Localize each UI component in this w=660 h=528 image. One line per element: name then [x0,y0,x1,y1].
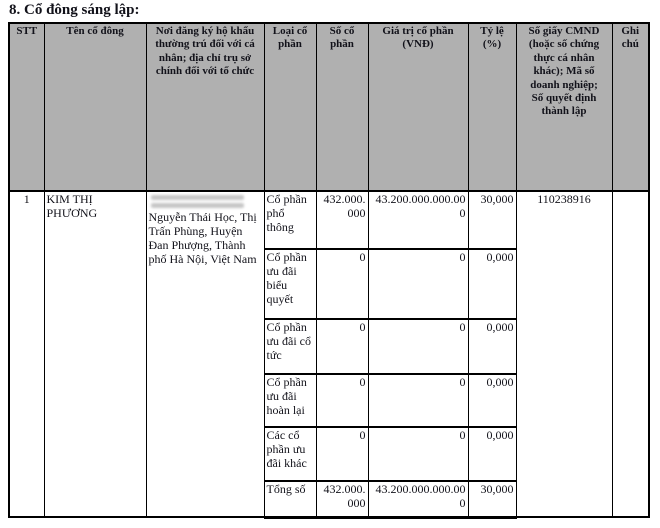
cell-stt: 1 [8,190,45,518]
col-header-address: Nơi đăng ký hộ khẩu thường trú đối với c… [145,22,265,192]
redaction-bar [150,195,244,200]
cell-share-value: 43.200.000.000.000 [367,190,469,250]
table-row: Cổ phần ưu đãi biểu quyết 0 0 0,000 [9,248,649,320]
cell-id-number: 110238916 [515,190,613,518]
cell-share-type: Các cổ phần ưu đãi khác [263,426,317,482]
table-row-total: Tổng số 432.000.000 43.200.000.000.000 3… [9,480,649,519]
address-text: Nguyễn Thái Học, Thị Trấn Phùng, Huyện Đ… [148,210,257,266]
col-header-note: Ghi chú [611,22,650,192]
founding-shareholders-table: STT Tên cổ đông Nơi đăng ký hộ khẩu thườ… [8,22,650,519]
cell-share-type: Cổ phần ưu đãi cổ tức [263,318,317,375]
cell-share-type-total: Tổng số [263,480,317,519]
cell-share-type: Cổ phần ưu đãi biểu quyết [263,248,317,320]
cell-share-count: 0 [315,373,369,428]
redaction-bar [150,203,244,208]
cell-ratio: 30,000 [467,190,517,250]
cell-address: Nguyễn Thái Học, Thị Trấn Phùng, Huyện Đ… [145,190,265,518]
cell-note [611,190,650,518]
cell-ratio: 0,000 [467,373,517,428]
table-row: Cổ phần ưu đãi hoàn lại 0 0 0,000 [9,373,649,428]
cell-share-count-total: 432.000.000 [315,480,369,519]
cell-ratio: 0,000 [467,426,517,482]
cell-ratio-total: 30,000 [467,480,517,519]
cell-share-value: 0 [367,373,469,428]
cell-share-count: 0 [315,318,369,375]
header-row: STT Tên cổ đông Nơi đăng ký hộ khẩu thườ… [8,22,650,192]
cell-share-count: 432.000.000 [315,190,369,250]
cell-shareholder-name: KIM THỊ PHƯƠNG [43,190,147,518]
col-header-stt: STT [8,22,45,192]
cell-share-type: Cổ phần phổ thông [263,190,317,250]
cell-share-count: 0 [315,426,369,482]
cell-ratio: 0,000 [467,318,517,375]
col-header-share-count: Số cổ phần [315,22,369,192]
cell-share-type: Cổ phần ưu đãi hoàn lại [263,373,317,428]
col-header-name: Tên cổ đông [43,22,147,192]
cell-share-value: 0 [367,318,469,375]
cell-share-value-total: 43.200.000.000.000 [367,480,469,519]
table-row: Cổ phần ưu đãi cổ tức 0 0 0,000 [9,318,649,375]
cell-share-count: 0 [315,248,369,320]
col-header-share-value: Giá trị cổ phần (VNĐ) [367,22,469,192]
cell-ratio: 0,000 [467,248,517,320]
col-header-ratio: Tỷ lệ (%) [467,22,517,192]
table-row: Các cổ phần ưu đãi khác 0 0 0,000 [9,426,649,482]
col-header-id-number: Số giấy CMND (hoặc số chứng thực cá nhân… [515,22,613,192]
section-title: 8. Cổ đông sáng lập: [9,2,140,18]
cell-share-value: 0 [367,248,469,320]
table-row: 1 KIM THỊ PHƯƠNG Nguyễn Thái Học, Thị Tr… [8,190,650,518]
cell-share-value: 0 [367,426,469,482]
redacted-text [150,195,262,208]
col-header-share-type: Loại cổ phần [263,22,317,192]
